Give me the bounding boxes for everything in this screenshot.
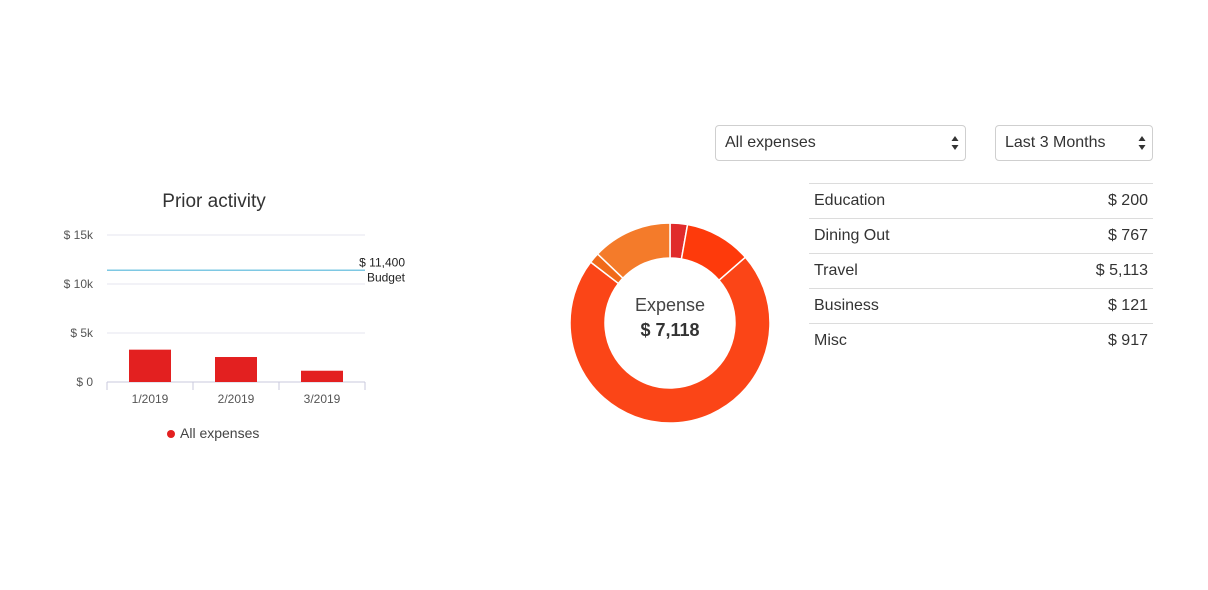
category-name: Business (814, 297, 879, 314)
category-row-education[interactable]: Education $ 200 (809, 184, 1153, 219)
date-range-select-value: Last 3 Months (1005, 134, 1106, 151)
category-row-misc[interactable]: Misc $ 917 (809, 324, 1153, 358)
category-amount: $ 121 (1107, 297, 1148, 314)
prior-activity-chart: Prior activity $ 0 $ 5k $ 10k $ 15k 1/2019 2/… (64, 191, 406, 441)
category-amount: $ 917 (1107, 332, 1148, 349)
bar-3/2019[interactable] (301, 370, 343, 382)
expense-category-select[interactable]: All expenses (715, 125, 966, 161)
y-tick-label: $ 15k (64, 228, 94, 242)
y-tick-label: $ 10k (64, 277, 94, 291)
donut-slice-travel[interactable] (569, 256, 771, 424)
expense-category-select-value: All expenses (725, 134, 816, 151)
donut-center-label: Expense (634, 295, 706, 315)
category-name: Travel (814, 262, 858, 279)
budget-label: Budget (367, 270, 406, 284)
category-amount: $ 5,113 (1095, 262, 1148, 279)
legend-dot (167, 430, 175, 438)
expense-donut-chart (569, 222, 771, 424)
category-breakdown-table: Education $ 200 Dining Out $ 767 Travel $ 5,1… (809, 183, 1153, 358)
category-row-travel[interactable]: Travel $ 5,113 (809, 254, 1153, 289)
category-amount: $ 200 (1107, 192, 1148, 209)
category-row-business[interactable]: Business $ 121 (809, 289, 1153, 324)
y-tick-label: $ 0 (76, 375, 93, 389)
budget-value: $ 11,400 (359, 255, 405, 269)
donut-slice-misc[interactable] (596, 222, 671, 280)
x-tick-label: 3/2019 (304, 392, 341, 406)
chart-title: Prior activity (162, 191, 266, 212)
select-arrows-icon (1138, 136, 1146, 150)
x-tick-label: 1/2019 (132, 392, 169, 406)
bar-2/2019[interactable] (215, 357, 257, 382)
legend-label[interactable]: All expenses (180, 425, 259, 441)
x-tick-label: 2/2019 (218, 392, 255, 406)
y-tick-label: $ 5k (70, 326, 94, 340)
category-name: Education (814, 192, 886, 209)
category-name: Misc (814, 332, 847, 349)
category-name: Dining Out (814, 227, 890, 244)
category-row-dining-out[interactable]: Dining Out $ 767 (809, 219, 1153, 254)
donut-center-total: $ 7,118 (640, 320, 700, 340)
date-range-select[interactable]: Last 3 Months (995, 125, 1153, 161)
category-amount: $ 767 (1107, 227, 1148, 244)
bar-1/2019[interactable] (129, 349, 171, 382)
select-arrows-icon (951, 136, 959, 150)
